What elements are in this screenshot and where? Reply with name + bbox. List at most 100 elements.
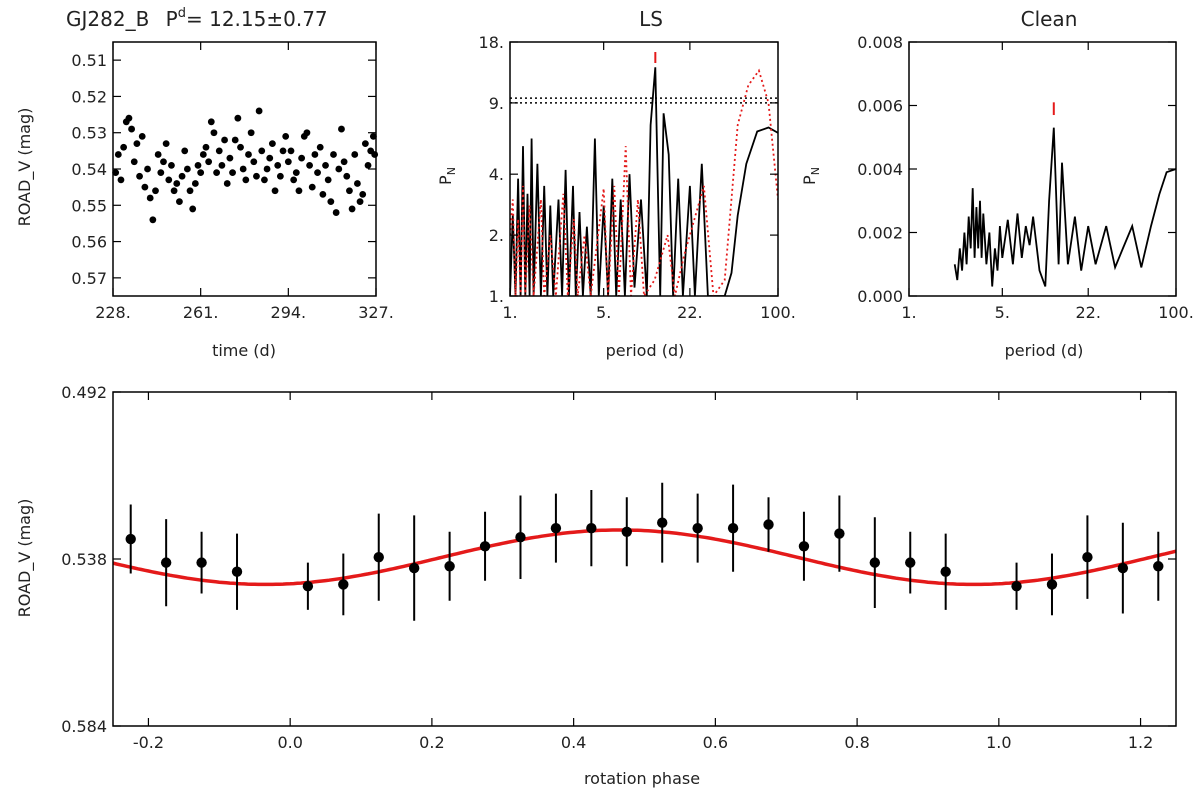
data-point <box>141 183 149 191</box>
data-point <box>373 551 384 563</box>
data-point <box>258 147 266 155</box>
phase-xtick-label: 1.2 <box>1128 733 1153 752</box>
data-point <box>170 187 178 195</box>
sinusoid-fit <box>112 528 1177 587</box>
data-point <box>338 579 349 590</box>
ls-ytick-label: 1. <box>489 287 504 306</box>
data-point <box>128 125 135 133</box>
data-point <box>261 176 268 184</box>
data-point <box>869 557 881 568</box>
phase-xtick-label: 0.4 <box>561 733 586 752</box>
data-point <box>205 158 213 166</box>
light-curve-xtick-label: 294. <box>271 303 307 322</box>
data-point <box>186 187 194 195</box>
data-point <box>369 132 377 140</box>
phase-xtick-label: 0.8 <box>844 733 869 752</box>
data-point <box>202 143 210 151</box>
data-point <box>346 187 353 195</box>
phase-ytick-label: 0.584 <box>61 717 107 736</box>
data-point <box>144 165 151 173</box>
figure-title: GJ282_B Pd= 12.15±0.77 <box>66 6 328 31</box>
data-point <box>133 140 141 148</box>
data-point <box>940 566 951 577</box>
data-point <box>237 143 244 151</box>
ls-xtick-label: 22. <box>677 303 702 322</box>
clean-ytick-label: 0.004 <box>857 160 903 179</box>
clean-ytick-label: 0.006 <box>857 97 903 116</box>
data-point <box>191 180 199 187</box>
data-point <box>316 143 324 151</box>
data-point <box>125 114 133 122</box>
light-curve-ytick-label: 0.51 <box>71 51 107 70</box>
ls-ytick-label: 9. <box>489 94 504 113</box>
data-point <box>152 187 159 195</box>
data-point <box>361 140 369 148</box>
data-point <box>332 209 340 216</box>
ls-xlabel: period (d) <box>606 341 685 360</box>
data-point <box>1153 561 1164 572</box>
phase-xtick-label: -0.2 <box>133 733 164 752</box>
phase-xtick-label: 0.0 <box>277 733 302 752</box>
data-point <box>327 198 335 206</box>
data-point <box>348 205 356 213</box>
data-point <box>229 169 236 177</box>
data-point <box>231 136 239 144</box>
data-point <box>408 562 420 574</box>
ls-ytick-label: 2. <box>489 226 504 245</box>
data-point <box>1011 581 1022 592</box>
data-point <box>250 158 258 166</box>
data-point <box>359 191 367 198</box>
data-point <box>356 198 364 206</box>
data-point <box>290 176 298 184</box>
data-point <box>117 176 125 184</box>
data-point <box>834 528 845 539</box>
data-point <box>268 140 276 148</box>
data-point <box>274 161 282 169</box>
data-point <box>340 158 348 166</box>
data-point <box>284 158 292 166</box>
data-point <box>207 118 215 126</box>
data-point <box>335 165 343 173</box>
data-point <box>245 151 252 158</box>
data-point <box>168 161 175 169</box>
data-point <box>338 125 345 133</box>
period-sup: d <box>178 6 186 21</box>
phase-ylabel: ROAD_V (mag) <box>15 499 35 618</box>
data-point <box>247 129 255 137</box>
data-point <box>515 532 526 543</box>
data-point <box>292 169 300 177</box>
data-point <box>165 176 173 184</box>
data-point <box>157 169 165 177</box>
data-point <box>905 557 916 568</box>
data-point <box>330 151 337 158</box>
data-point <box>621 526 632 537</box>
light-curve-ytick-label: 0.52 <box>71 87 107 106</box>
data-point <box>196 557 207 568</box>
data-point <box>727 522 739 534</box>
data-point <box>218 161 226 169</box>
ls-series-1 <box>510 68 778 296</box>
ls-ylabel: PN <box>436 167 458 185</box>
data-point <box>308 183 316 191</box>
data-point <box>1117 562 1129 574</box>
data-point <box>149 216 157 224</box>
ls-xtick-label: 1. <box>502 303 517 322</box>
data-point <box>306 161 313 169</box>
light-curve-xtick-label: 228. <box>95 303 131 322</box>
data-point <box>197 169 205 177</box>
data-point <box>213 169 221 177</box>
data-point <box>657 517 668 528</box>
light-curve-ytick-label: 0.56 <box>71 233 107 252</box>
data-point <box>295 187 303 195</box>
data-point <box>550 522 562 534</box>
data-point <box>242 176 250 184</box>
data-point <box>314 169 321 177</box>
data-point <box>692 522 703 534</box>
light-curve-panel: 228. 261. 294. 327. 0.51 0.52 0.53 0.54 0.55 0.56… <box>71 41 394 322</box>
data-point <box>112 169 120 177</box>
data-point <box>194 161 202 169</box>
data-point <box>263 165 271 173</box>
data-point <box>354 180 361 187</box>
phase-xtick-label: 0.2 <box>419 733 444 752</box>
